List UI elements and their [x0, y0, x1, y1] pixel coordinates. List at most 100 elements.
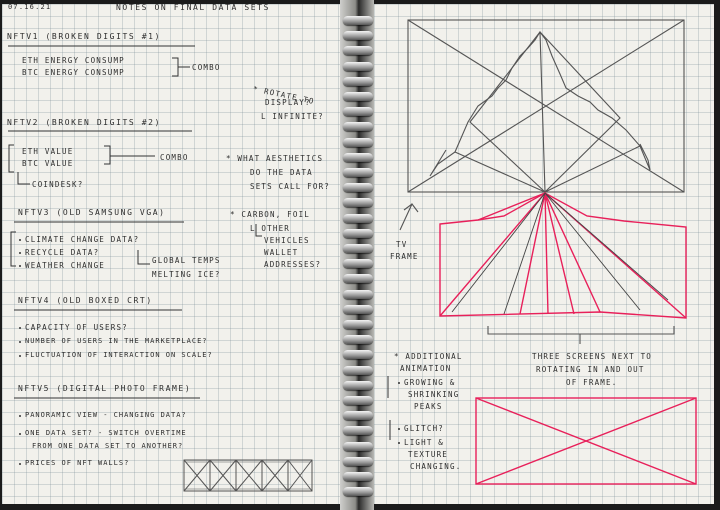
nftv3-sub-2: MELTING ICE? — [152, 270, 221, 279]
mountain-peak-sketch — [429, 31, 651, 177]
bullet-dot — [19, 341, 21, 343]
tv-label-2: FRAME — [390, 252, 419, 261]
nftv5-bullet-1: PANORAMIC VIEW - CHANGING DATA? — [25, 411, 187, 419]
spiral-ring — [343, 76, 373, 86]
spiral-ring — [343, 487, 373, 497]
spiral-ring — [343, 380, 373, 390]
nftv5-bullet-2-cont: FROM ONE DATA SET TO ANOTHER? — [32, 442, 184, 450]
spiral-ring — [343, 46, 373, 56]
additional-heading: * ADDITIONAL — [394, 352, 463, 361]
nftv2-combo-tag: COMBO — [160, 153, 189, 162]
spiral-ring — [343, 168, 373, 177]
additional-item-3b: TEXTURE — [408, 450, 449, 459]
date-label: 07.16.21 — [8, 3, 52, 11]
spiral-ring — [343, 441, 373, 451]
nftv4-bullet-1: CAPACITY OF USERS? — [25, 323, 128, 332]
spiral-ring — [343, 456, 373, 466]
red-fold-sketch — [439, 191, 687, 319]
spiral-ring — [343, 335, 373, 345]
additional-item-3: LIGHT & — [404, 438, 445, 447]
spiral-ring — [343, 213, 373, 223]
additional-item-3c: CHANGING. — [410, 462, 462, 471]
nftv3-note-2: L OTHER — [250, 224, 291, 233]
film-strip-sketch — [183, 459, 313, 492]
spiral-ring — [343, 396, 373, 405]
nftv3-note-5: ADDRESSES? — [264, 260, 322, 269]
tv-label-1: TV — [396, 240, 408, 249]
nftv3-sub-arrow — [137, 250, 150, 265]
nftv2-line-1: ETH VALUE — [22, 147, 74, 156]
nftv3-bullet-2: RECYCLE DATA? — [25, 248, 100, 257]
spiral-ring — [343, 244, 373, 253]
nftv3-sub-1: GLOBAL TEMPS — [152, 256, 221, 265]
nftv5-heading: NFTV5 (DIGITAL PHOTO FRAME) — [18, 384, 192, 393]
spiral-ring — [343, 16, 373, 25]
nftv5-bullet-3: PRICES OF NFT WALLS? — [25, 459, 130, 467]
nftv2-heading: NFTV2 (BROKEN DIGITS #2) — [7, 118, 161, 127]
bullet-dot — [19, 433, 21, 435]
spiral-ring — [343, 426, 373, 436]
spiral-ring — [343, 472, 373, 481]
spiral-ring — [343, 183, 373, 193]
bullet-dot — [398, 382, 400, 384]
additional-list-marks — [387, 376, 391, 440]
nftv2-sub-arrow — [17, 172, 30, 185]
bullet-dot — [19, 355, 21, 357]
tv-frame-diagonals — [407, 19, 685, 193]
spiral-ring — [343, 365, 373, 375]
bullet-dot — [398, 442, 400, 444]
spiral-ring — [343, 289, 373, 299]
spiral-ring — [343, 228, 373, 238]
nftv3-note-3: VEHICLES — [264, 236, 310, 245]
bullet-dot — [19, 252, 21, 254]
spiral-ring — [343, 274, 373, 284]
nftv1-heading: NFTV1 (BROKEN DIGITS #1) — [7, 32, 161, 41]
additional-item-1b: SHRINKING — [408, 390, 460, 399]
additional-heading-2: ANIMATION — [400, 364, 452, 373]
tv-frame-arrow — [399, 202, 419, 231]
bullet-dot — [398, 428, 400, 430]
spiral-ring — [343, 259, 373, 269]
nftv3-bullet-1: CLIMATE CHANGE DATA? — [25, 235, 140, 244]
spiral-ring — [343, 320, 373, 329]
spiral-ring — [343, 92, 373, 101]
nftv2-note-1: * WHAT AESTHETICS — [226, 154, 324, 163]
spiral-ring — [343, 122, 373, 132]
nftv1-line-1: ETH ENERGY CONSUMP — [22, 56, 125, 65]
caption-line-1: THREE SCREENS NEXT TO — [532, 352, 653, 361]
peak-diamond — [469, 31, 621, 193]
peak-center-line — [539, 31, 546, 193]
nftv5-bullet-2: ONE DATA SET? - SWITCH OVERTIME — [25, 429, 187, 437]
red-frame-sketch — [475, 397, 697, 485]
nftv1-line-2: BTC ENERGY CONSUMP — [22, 68, 125, 77]
bullet-dot — [19, 327, 21, 329]
caption-line-2: ROTATING IN AND OUT — [536, 365, 645, 374]
spiral-ring — [343, 152, 373, 162]
additional-item-2: GLITCH? — [404, 424, 445, 433]
nftv4-heading: NFTV4 (OLD BOXED CRT) — [18, 296, 153, 305]
spiral-ring — [343, 350, 373, 360]
spiral-ring — [343, 198, 373, 208]
left-notebook-page — [2, 4, 354, 504]
bullet-dot — [19, 415, 21, 417]
bullet-dot — [19, 463, 21, 465]
spiral-ring — [343, 304, 373, 314]
bullet-dot — [19, 239, 21, 241]
bullet-dot — [19, 265, 21, 267]
spiral-ring — [343, 137, 373, 147]
nftv2-note-3: SETS CALL FOR? — [250, 182, 331, 191]
nftv2-sub: COINDESK? — [32, 180, 84, 189]
nftv3-bracket — [10, 231, 16, 267]
red-fold-rays — [439, 191, 687, 319]
spiral-ring — [343, 107, 373, 117]
page-title: NOTES ON FINAL DATA SETS — [116, 3, 270, 12]
nftv3-note-1: * CARBON, FOIL — [230, 210, 311, 219]
three-screens-bracket — [487, 326, 675, 335]
spiral-ring — [343, 411, 373, 421]
peak-wings — [454, 145, 641, 193]
nftv4-bullet-3: FLUCTUATION OF INTERACTION ON SCALE? — [25, 351, 213, 359]
nftv3-heading: NFTV3 (OLD SAMSUNG VGA) — [18, 208, 166, 217]
right-notebook-page — [362, 4, 714, 504]
